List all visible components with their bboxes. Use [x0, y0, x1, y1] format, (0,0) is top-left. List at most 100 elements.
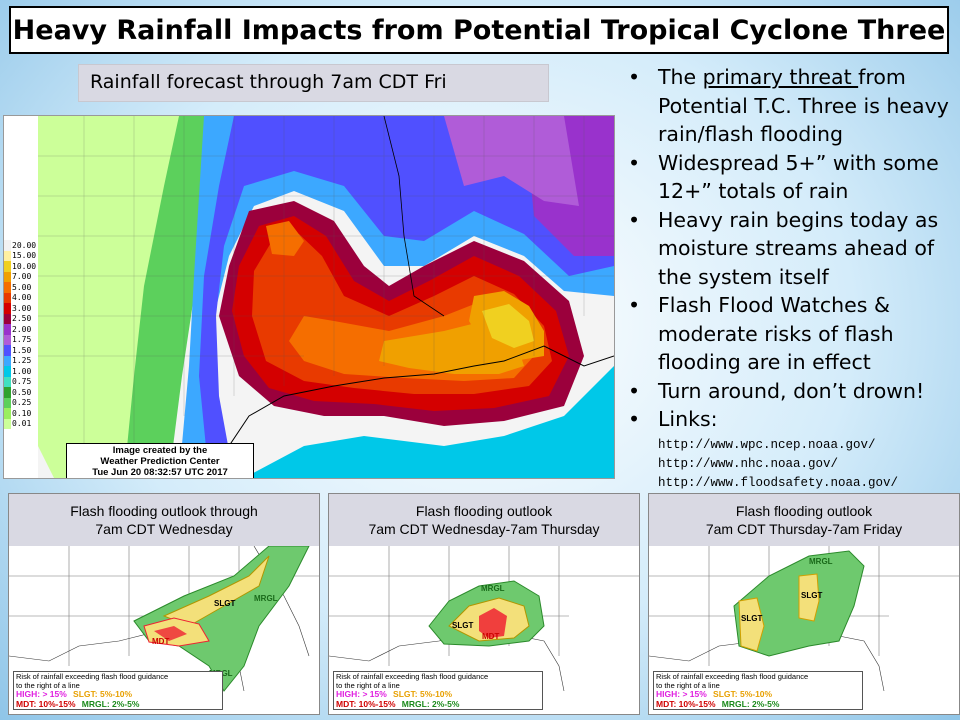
legend-entry: 0.01 — [4, 418, 42, 429]
legend-swatch — [4, 292, 11, 303]
bullet-underlined-text: primary threat — [702, 65, 859, 89]
label-mrgl: MRGL — [254, 594, 278, 603]
legend-value: 2.50 — [12, 314, 32, 324]
legend-value: 4.00 — [12, 293, 32, 303]
legend-heading: Risk of rainfall exceeding flash flood g… — [656, 672, 809, 681]
legend-high: HIGH: > 15% — [656, 689, 707, 699]
legend-heading-2: to the right of a line — [656, 680, 720, 690]
legend-heading: Risk of rainfall exceeding flash flood g… — [336, 672, 489, 681]
bullet-text: Flash Flood Watches & moderate risks of … — [658, 293, 894, 374]
legend-heading-2: to the right of a line — [16, 680, 80, 690]
panel-legend: Risk of rainfall exceeding flash flood g… — [333, 671, 543, 710]
credit-line-1: Image created by the — [112, 445, 208, 456]
label-slgt: SLGT — [741, 614, 762, 623]
legend-entry: 2.00 — [4, 324, 42, 335]
legend-swatch — [4, 334, 11, 345]
legend-value: 1.00 — [12, 366, 32, 376]
legend-swatch — [4, 366, 11, 377]
outlook-panel-1: Flash flooding outlook through 7am CDT We… — [8, 493, 320, 715]
label-mrgl: MRGL — [809, 557, 833, 566]
legend-value: 5.00 — [12, 282, 32, 292]
legend-entry: 1.50 — [4, 345, 42, 356]
legend-high: HIGH: > 15% — [336, 689, 387, 699]
legend-swatch — [4, 418, 11, 429]
page-title: Heavy Rainfall Impacts from Potential Tr… — [9, 6, 949, 54]
legend-mrgl: MRGL: 2%-5% — [721, 698, 780, 709]
legend-value: 0.10 — [12, 408, 32, 418]
map-subtitle: Rainfall forecast through 7am CDT Fri — [78, 64, 549, 102]
panel-title-line-2: 7am CDT Wednesday — [95, 521, 233, 537]
legend-entry: 0.10 — [4, 408, 42, 419]
legend-entry: 0.50 — [4, 387, 42, 398]
legend-value: 1.25 — [12, 356, 32, 366]
legend-value: 20.00 — [12, 240, 37, 250]
label-slgt: SLGT — [452, 621, 473, 630]
label-mdt: MDT — [482, 632, 499, 641]
legend-value: 2.00 — [12, 324, 32, 334]
bullet-watches: • Flash Flood Watches & moderate risks of… — [628, 293, 894, 374]
label-slgt-2: SLGT — [801, 591, 822, 600]
outlook-panel-3: Flash flooding outlook 7am CDT Thursday-7… — [648, 493, 960, 715]
credit-line-2: Weather Prediction Center — [100, 456, 220, 467]
legend-entry: 1.25 — [4, 355, 42, 366]
legend-mrgl: MRGL: 2%-5% — [81, 698, 140, 709]
rainfall-legend: 20.00 15.00 10.00 7.00 5.00 4.00 3.00 2.50 2.00 1… — [4, 240, 42, 429]
legend-entry: 0.75 — [4, 376, 42, 387]
label-mrgl: MRGL — [481, 584, 505, 593]
legend-entry: 5.00 — [4, 282, 42, 293]
rainfall-map-graphic — [4, 116, 614, 478]
legend-swatch — [4, 282, 11, 293]
legend-value: 1.50 — [12, 345, 32, 355]
legend-slgt: SLGT: 5%-10% — [393, 689, 453, 699]
bullet-begins: • Heavy rain begins today as moisture str… — [628, 207, 939, 289]
label-mdt: MDT — [152, 637, 169, 646]
panel-legend: Risk of rainfall exceeding flash flood g… — [13, 671, 223, 710]
rainfall-forecast-map: 20.00 15.00 10.00 7.00 5.00 4.00 3.00 2.50 2.00 1… — [3, 115, 615, 479]
panel-title: Flash flooding outlook 7am CDT Thursday-7… — [649, 494, 959, 546]
legend-swatch — [4, 303, 11, 314]
legend-value: 10.00 — [12, 261, 37, 271]
legend-swatch — [4, 355, 11, 366]
link-nhc[interactable]: http://www.nhc.noaa.gov/ — [658, 456, 839, 471]
legend-swatch — [4, 261, 11, 272]
legend-swatch — [4, 250, 11, 261]
legend-mrgl: MRGL: 2%-5% — [401, 698, 460, 709]
legend-entry: 10.00 — [4, 261, 42, 272]
legend-swatch — [4, 324, 11, 335]
legend-swatch — [4, 240, 11, 251]
legend-entry: 0.25 — [4, 397, 42, 408]
legend-entry: 20.00 — [4, 240, 42, 251]
legend-slgt: SLGT: 5%-10% — [713, 689, 773, 699]
legend-entry: 4.00 — [4, 292, 42, 303]
legend-swatch — [4, 408, 11, 419]
legend-swatch — [4, 313, 11, 324]
legend-value: 0.25 — [12, 398, 32, 408]
label-slgt: SLGT — [214, 599, 235, 608]
key-points-list: • The primary threat from Potential T.C. … — [623, 63, 958, 493]
credit-box: Image created by the Weather Prediction … — [66, 443, 254, 478]
bullet-links: • Links: http://www.wpc.ncep.noaa.gov/ ht… — [623, 405, 958, 493]
panel-legend: Risk of rainfall exceeding flash flood g… — [653, 671, 863, 710]
bullet-text: Links: — [658, 407, 718, 431]
bullet-totals: • Widespread 5+” with some 12+” totals of… — [628, 150, 939, 204]
panel-title-line-1: Flash flooding outlook — [735, 503, 873, 519]
legend-mdt: MDT: 10%-15% — [16, 698, 76, 709]
legend-slgt: SLGT: 5%-10% — [73, 689, 133, 699]
bullet-primary-threat: • The primary threat from Potential T.C. … — [628, 65, 949, 146]
legend-value: 7.00 — [12, 272, 32, 282]
panel-title-line-1: Flash flooding outlook — [415, 503, 553, 519]
legend-swatch — [4, 397, 11, 408]
panel-title-line-1: Flash flooding outlook through — [70, 503, 258, 519]
legend-heading-2: to the right of a line — [336, 680, 400, 690]
legend-swatch — [4, 376, 11, 387]
panel-title-line-2: 7am CDT Thursday-7am Friday — [705, 521, 903, 537]
link-floodsafety[interactable]: http://www.floodsafety.noaa.gov/ — [658, 475, 899, 490]
bullet-text: The — [658, 65, 703, 89]
legend-mdt: MDT: 10%-15% — [656, 698, 716, 709]
link-wpc[interactable]: http://www.wpc.ncep.noaa.gov/ — [658, 437, 876, 452]
legend-swatch — [4, 387, 11, 398]
legend-value: 0.75 — [12, 377, 32, 387]
legend-high: HIGH: > 15% — [16, 689, 67, 699]
legend-mdt: MDT: 10%-15% — [336, 698, 396, 709]
legend-swatch — [4, 271, 11, 282]
